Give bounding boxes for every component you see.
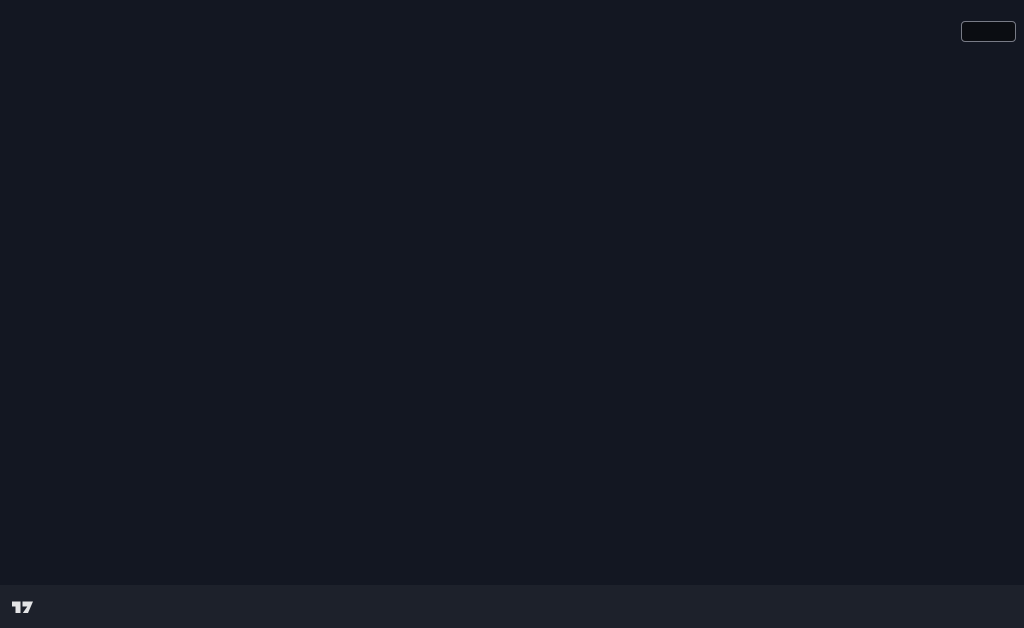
footer-bar: [0, 585, 1024, 628]
currency-toggle-button[interactable]: [961, 21, 1016, 42]
price-scale[interactable]: [941, 18, 1024, 560]
time-scale[interactable]: [0, 560, 941, 585]
tradingview-logo-icon[interactable]: [11, 597, 34, 617]
